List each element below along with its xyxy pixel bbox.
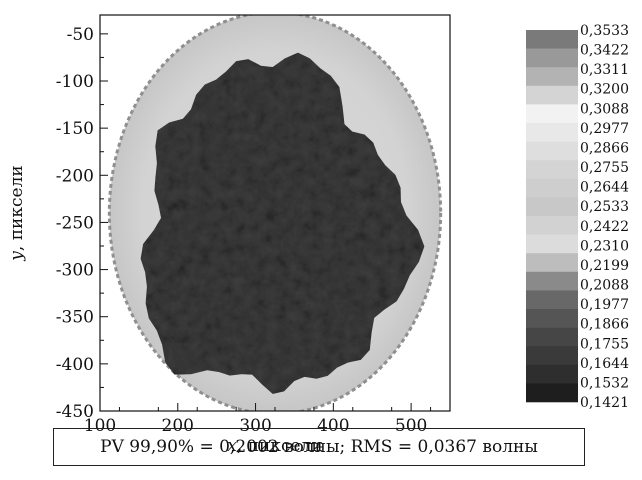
dark-central-region (140, 52, 425, 394)
colorbar-label: 0,1866 (580, 317, 629, 333)
y-tick-label: -100 (56, 72, 94, 92)
colorbar-swatch (526, 160, 578, 180)
plot-area (107, 15, 443, 411)
y-tick-label: -350 (56, 308, 94, 328)
y-axis-label: y, пиксели (7, 165, 27, 261)
colorbar-swatch (526, 141, 578, 161)
x-tick-label: 200 (162, 416, 194, 436)
colorbar-label: 0,1532 (580, 375, 629, 391)
colorbar-label: 0,2088 (580, 278, 629, 294)
colorbar-swatch (526, 197, 578, 217)
x-axis-label: x, пиксели (227, 436, 322, 456)
x-tick-label: 500 (395, 416, 427, 436)
colorbar-label: 0,3311 (580, 62, 629, 78)
caption-text: PV 99,90% = 0,2002 волны; RMS = 0,0367 в… (100, 437, 538, 457)
y-tick-label: -400 (56, 355, 94, 375)
colorbar-label: 0,2755 (580, 160, 629, 176)
y-tick-label: -250 (56, 213, 94, 233)
y-axis: -50 -100 -150 -200 -250 -300 -350 -400 -450 (56, 25, 108, 422)
colorbar-label: 0,2866 (580, 140, 629, 156)
x-axis: 100 200 300 400 500 (84, 403, 432, 436)
colorbar-label: 0,2533 (580, 199, 629, 215)
x-tick-label: 100 (84, 416, 116, 436)
colorbar-swatch (526, 30, 578, 49)
colorbar-label: 0,1644 (580, 356, 629, 372)
colorbar-swatch (526, 48, 578, 68)
colorbar-label: 0,3200 (580, 82, 629, 98)
colorbar-swatch (526, 178, 578, 198)
colorbar-swatch (526, 383, 578, 403)
colorbar-swatch (526, 216, 578, 235)
colorbar-swatch (526, 85, 578, 105)
caption-box: PV 99,90% = 0,2002 волны; RMS = 0,0367 в… (53, 428, 585, 466)
colorbar-swatch (526, 253, 578, 273)
colorbar-swatch (526, 364, 578, 384)
colorbar-swatch (526, 67, 578, 87)
colorbar-label: 0,2977 (580, 121, 629, 137)
colorbar-label: 0,1421 (580, 395, 629, 411)
y-tick-label: -300 (56, 261, 94, 281)
y-tick-label: -150 (56, 119, 94, 139)
colorbar-label: 0,3533 (580, 23, 629, 39)
colorbar-swatch (526, 123, 578, 142)
colorbar-swatch (526, 327, 578, 347)
colorbar-swatch (526, 234, 578, 254)
colorbar-label: 0,3422 (580, 43, 629, 59)
colorbar-label: 0,1977 (580, 297, 629, 313)
colorbar-label: 0,1755 (580, 336, 629, 352)
colorbar-swatch (526, 271, 578, 291)
colorbar-swatch (526, 346, 578, 366)
y-tick-label: -200 (56, 166, 94, 186)
y-tick-label: -450 (56, 402, 94, 422)
colorbar-label: 0,3088 (580, 101, 629, 117)
colorbar-label: 0,2422 (580, 219, 629, 235)
colorbar-label: 0,2310 (580, 238, 629, 254)
colorbar: 0,3533 0,3422 0,3311 0,3200 0,3088 0,2977 0,28… (526, 23, 629, 411)
x-tick-label: 400 (317, 416, 349, 436)
colorbar-label: 0,2644 (580, 180, 629, 196)
colorbar-swatch (526, 290, 578, 310)
colorbar-label: 0,2199 (580, 258, 629, 274)
y-tick-label: -50 (67, 25, 94, 45)
colorbar-swatch (526, 104, 578, 124)
colorbar-swatch (526, 309, 578, 328)
x-tick-label: 300 (239, 416, 271, 436)
